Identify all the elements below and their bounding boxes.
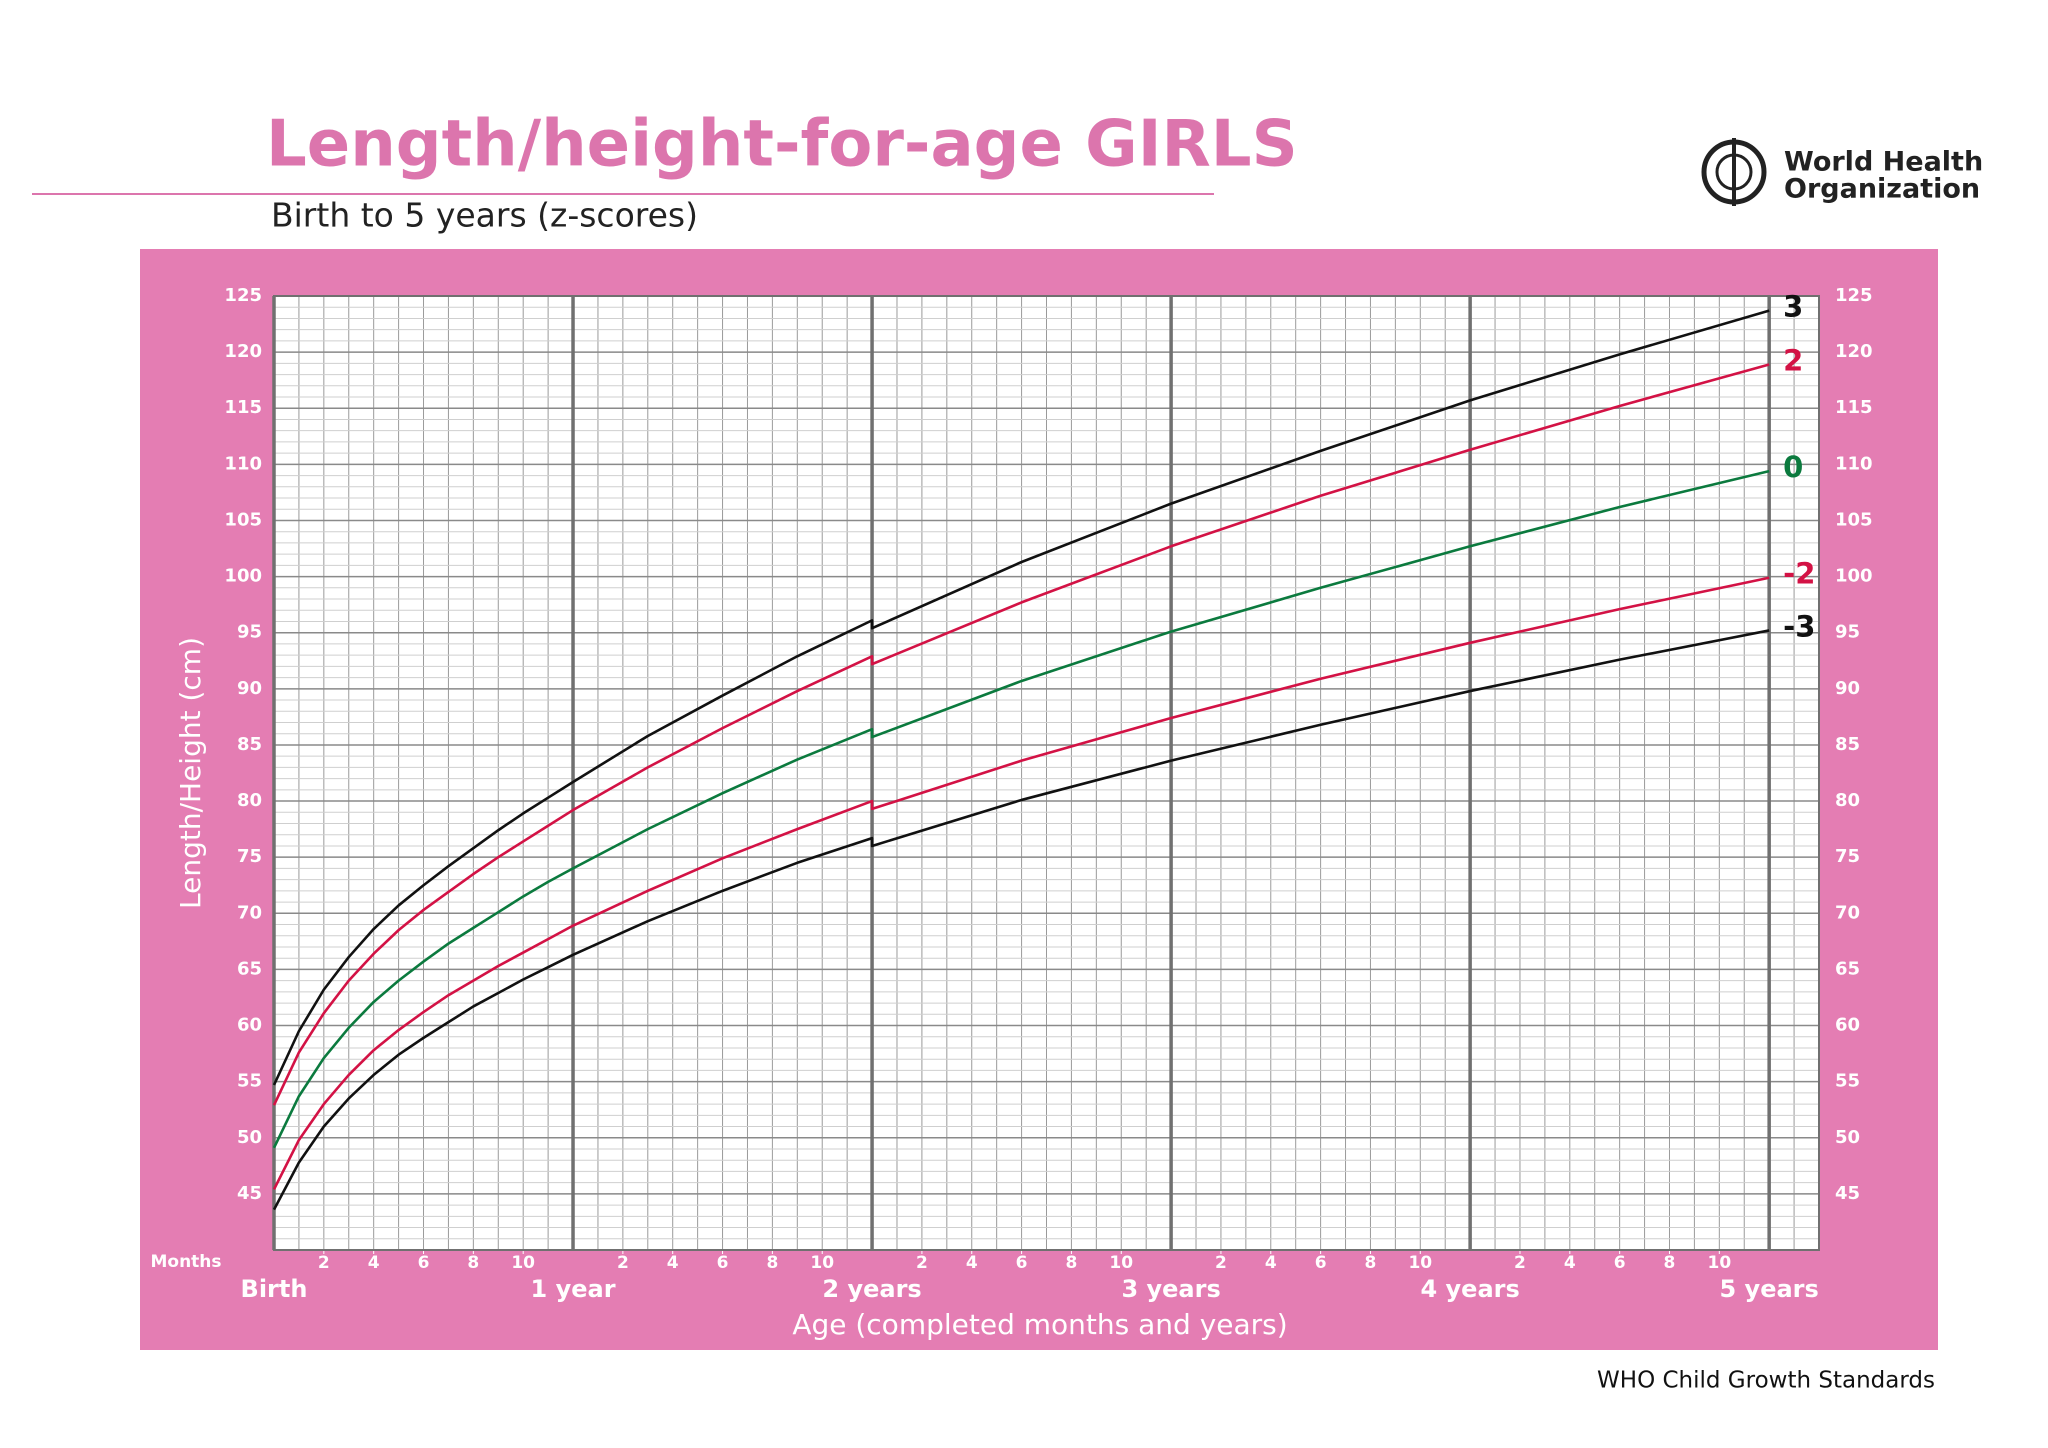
plot-marks: [272, 309, 1770, 1211]
y-tick-label: 100: [224, 566, 262, 587]
x-tick-label: 6: [1315, 1253, 1327, 1273]
x-major-tick-label: 1 year: [531, 1275, 616, 1303]
y-tick-label: 55: [237, 1071, 262, 1092]
plot-frame: [273, 295, 1820, 1251]
x-major-tick-label: 3 years: [1121, 1275, 1220, 1303]
z-score-line: [272, 576, 1770, 1190]
x-tick-label: 10: [1408, 1253, 1432, 1273]
x-tick-label: 8: [1664, 1253, 1676, 1273]
series-label: -2: [1783, 557, 1815, 591]
series-label: -3: [1783, 609, 1815, 643]
chart-title: Length/height-for-age GIRLS: [266, 108, 1298, 182]
z-score-line: [272, 363, 1770, 1106]
y-tick-label: 80: [237, 790, 262, 811]
y-tick-label: 90: [237, 678, 262, 699]
x-major-tick-label: 4 years: [1420, 1275, 1519, 1303]
y-tick-label: 110: [1835, 453, 1873, 474]
y-tick-label: 115: [1835, 397, 1873, 418]
y-tick-label: 75: [1835, 846, 1860, 867]
x-tick-label: 2: [916, 1253, 928, 1273]
y-tick-label: 50: [237, 1127, 262, 1148]
x-tick-label: 6: [1614, 1253, 1626, 1273]
z-score-line: [272, 469, 1770, 1149]
y-tick-label: 70: [1835, 902, 1860, 923]
y-tick-label: 120: [224, 341, 262, 362]
x-tick-label: 10: [511, 1253, 535, 1273]
x-major-tick-label: 5 years: [1720, 1275, 1819, 1303]
y-tick-label: 95: [1835, 622, 1860, 643]
z-score-line: [272, 629, 1770, 1211]
x-tick-label: 6: [418, 1253, 430, 1273]
y-tick-label: 55: [1835, 1071, 1860, 1092]
x-tick-label: 4: [1564, 1253, 1576, 1273]
footer: WHO Child Growth Standards: [1597, 1368, 1935, 1394]
x-tick-label: 8: [766, 1253, 778, 1273]
y-tick-label: 125: [1835, 285, 1873, 306]
x-tick-label: 4: [368, 1253, 380, 1273]
x-tick-label: 6: [1016, 1253, 1028, 1273]
x-tick-label: 10: [1707, 1253, 1731, 1273]
y-tick-label: 70: [237, 902, 262, 923]
y-axis-label: Length/Height (cm): [174, 637, 207, 909]
y-tick-label: 50: [1835, 1127, 1860, 1148]
y-tick-label: 90: [1835, 678, 1860, 699]
y-tick-label: 100: [1835, 566, 1873, 587]
y-tick-label: 65: [237, 958, 262, 979]
x-tick-label: 4: [966, 1253, 978, 1273]
who-logo: World Health Organization: [1701, 138, 1983, 206]
org-name: World Health: [1784, 147, 1983, 178]
y-tick-label: 110: [224, 453, 262, 474]
x-axis-label: Age (completed months and years): [792, 1308, 1287, 1341]
x-tick-label: 2: [1514, 1253, 1526, 1273]
series-label: 3: [1783, 290, 1803, 324]
x-tick-label: 4: [1265, 1253, 1277, 1273]
y-tick-label: 60: [237, 1015, 262, 1036]
y-tick-label: 45: [237, 1183, 262, 1204]
x-tick-label: 4: [667, 1253, 679, 1273]
y-tick-label: 65: [1835, 958, 1860, 979]
x-tick-label: 8: [1065, 1253, 1077, 1273]
x-tick-label: 8: [467, 1253, 479, 1273]
y-tick-label: 85: [1835, 734, 1860, 755]
x-minor-label: Months: [150, 1252, 221, 1272]
x-tick-label: 2: [1215, 1253, 1227, 1273]
org-name: Organization: [1784, 174, 1980, 205]
y-tick-label: 125: [224, 285, 262, 306]
x-tick-label: 2: [318, 1253, 330, 1273]
y-tick-label: 105: [1835, 509, 1873, 530]
series-label: 2: [1783, 343, 1803, 377]
x-tick-label: 8: [1365, 1253, 1377, 1273]
series-label: 0: [1783, 450, 1803, 484]
chart-subtitle: Birth to 5 years (z-scores): [271, 196, 698, 235]
y-tick-label: 95: [237, 622, 262, 643]
y-tick-label: 85: [237, 734, 262, 755]
grid: [272, 295, 1820, 1254]
x-tick-label: 10: [1109, 1253, 1133, 1273]
y-tick-label: 105: [224, 509, 262, 530]
x-tick-label: 6: [717, 1253, 729, 1273]
x-tick-label: 10: [810, 1253, 834, 1273]
x-major-tick-label: 2 years: [822, 1275, 921, 1303]
x-tick-label: 2: [617, 1253, 629, 1273]
y-tick-label: 120: [1835, 341, 1873, 362]
y-tick-label: 80: [1835, 790, 1860, 811]
x-major-tick-label: Birth: [241, 1275, 308, 1303]
y-tick-label: 60: [1835, 1015, 1860, 1036]
y-tick-label: 115: [224, 397, 262, 418]
y-tick-label: 45: [1835, 1183, 1860, 1204]
z-score-line: [272, 309, 1770, 1086]
y-tick-label: 75: [237, 846, 262, 867]
